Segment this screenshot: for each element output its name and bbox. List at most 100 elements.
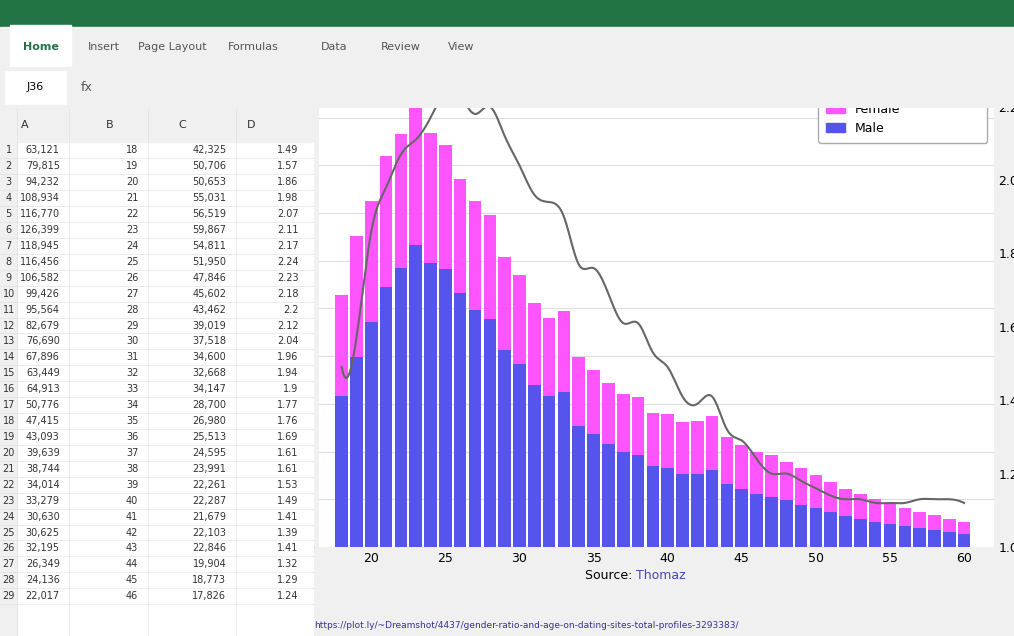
Bar	[854, 494, 867, 519]
Text: 67,896: 67,896	[25, 352, 60, 363]
Bar	[542, 318, 556, 396]
Text: 23,991: 23,991	[193, 464, 226, 474]
Bar	[928, 515, 941, 530]
Bar	[958, 522, 970, 534]
Text: 76,690: 76,690	[25, 336, 60, 347]
Text: 19: 19	[126, 162, 138, 171]
Text: 42,325: 42,325	[193, 146, 226, 155]
Bar	[350, 236, 363, 357]
Bar	[809, 508, 822, 547]
Bar	[0, 27, 1014, 67]
Bar	[587, 370, 600, 434]
Text: 32,195: 32,195	[25, 543, 60, 553]
Text: 13: 13	[3, 336, 15, 347]
Text: 1.69: 1.69	[277, 432, 298, 442]
Bar	[602, 444, 614, 547]
Text: 108,934: 108,934	[20, 193, 60, 203]
Text: 33: 33	[126, 384, 138, 394]
Text: 36: 36	[126, 432, 138, 442]
Bar	[573, 357, 585, 426]
Text: 95,564: 95,564	[25, 305, 60, 315]
Text: 7: 7	[6, 241, 12, 251]
Text: 28,700: 28,700	[193, 400, 226, 410]
Text: 27: 27	[3, 559, 15, 569]
Text: 2.23: 2.23	[277, 273, 298, 283]
Text: 38,744: 38,744	[25, 464, 60, 474]
Text: 25,513: 25,513	[193, 432, 226, 442]
Bar	[661, 415, 674, 467]
Bar	[766, 497, 778, 547]
Text: 18,773: 18,773	[193, 576, 226, 585]
Text: 4: 4	[6, 193, 12, 203]
Text: 1.39: 1.39	[277, 527, 298, 537]
Text: 55,031: 55,031	[193, 193, 226, 203]
Text: 24,595: 24,595	[193, 448, 226, 458]
Bar	[795, 469, 807, 504]
Text: 2.04: 2.04	[277, 336, 298, 347]
Text: 39,639: 39,639	[26, 448, 60, 458]
Text: 22: 22	[126, 209, 138, 219]
Bar	[869, 522, 881, 547]
Text: 2.2: 2.2	[283, 305, 298, 315]
Title: Gender Ratio and Age on Dating Sites
Total Profiles = 3,293,383: Gender Ratio and Age on Dating Sites Tot…	[499, 21, 814, 60]
Text: 31: 31	[126, 352, 138, 363]
Text: 116,456: 116,456	[19, 257, 60, 267]
Text: 94,232: 94,232	[25, 177, 60, 187]
Text: 34,600: 34,600	[193, 352, 226, 363]
Text: 79,815: 79,815	[25, 162, 60, 171]
Bar	[558, 311, 570, 392]
Text: 63,121: 63,121	[25, 146, 60, 155]
Text: fx: fx	[81, 81, 93, 94]
Bar	[766, 455, 778, 497]
Text: 1.41: 1.41	[277, 543, 298, 553]
Text: 43,462: 43,462	[193, 305, 226, 315]
Text: 54,811: 54,811	[193, 241, 226, 251]
Text: Insert: Insert	[87, 42, 120, 52]
Bar	[750, 452, 763, 494]
Text: 39,019: 39,019	[193, 321, 226, 331]
Text: 29: 29	[3, 591, 15, 601]
Bar	[647, 413, 659, 466]
Text: 19,904: 19,904	[193, 559, 226, 569]
Bar	[498, 350, 511, 547]
Text: 44: 44	[126, 559, 138, 569]
Text: 1.98: 1.98	[277, 193, 298, 203]
Bar	[914, 529, 926, 547]
Bar	[943, 532, 955, 547]
Text: 126,399: 126,399	[19, 225, 60, 235]
Text: 47,846: 47,846	[193, 273, 226, 283]
Text: 28: 28	[3, 576, 15, 585]
Text: 43,093: 43,093	[26, 432, 60, 442]
Bar	[424, 132, 437, 263]
Text: 106,582: 106,582	[19, 273, 60, 283]
Text: Formulas: Formulas	[228, 42, 279, 52]
Text: 1.94: 1.94	[277, 368, 298, 378]
Text: 99,426: 99,426	[25, 289, 60, 299]
Bar	[898, 527, 912, 547]
Bar	[647, 466, 659, 547]
Text: 1.9: 1.9	[283, 384, 298, 394]
Bar	[5, 71, 66, 104]
Text: 29: 29	[126, 321, 138, 331]
Text: Page Layout: Page Layout	[138, 42, 207, 52]
Text: 18: 18	[126, 146, 138, 155]
Text: 8: 8	[6, 257, 12, 267]
Text: 27: 27	[126, 289, 138, 299]
Text: 42: 42	[126, 527, 138, 537]
Text: 116,770: 116,770	[19, 209, 60, 219]
Text: 21: 21	[126, 193, 138, 203]
Text: 1.24: 1.24	[277, 591, 298, 601]
Text: 34,147: 34,147	[193, 384, 226, 394]
Text: 28: 28	[126, 305, 138, 315]
Text: 2.24: 2.24	[277, 257, 298, 267]
Bar	[336, 396, 348, 547]
Text: 34: 34	[126, 400, 138, 410]
Text: 50,706: 50,706	[193, 162, 226, 171]
Bar	[721, 484, 733, 547]
Text: 30,630: 30,630	[26, 511, 60, 522]
Text: 21: 21	[3, 464, 15, 474]
Bar	[706, 416, 719, 470]
Bar	[721, 437, 733, 484]
Text: 9: 9	[6, 273, 12, 283]
Bar	[928, 530, 941, 547]
